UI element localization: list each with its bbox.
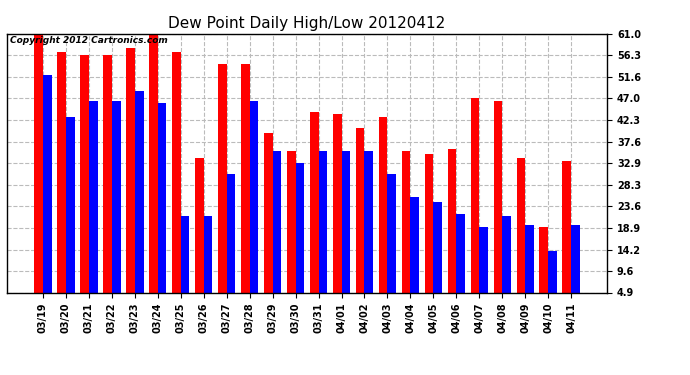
Bar bbox=[57, 52, 66, 315]
Bar bbox=[226, 174, 235, 315]
Bar bbox=[424, 154, 433, 315]
Bar bbox=[43, 75, 52, 315]
Text: Copyright 2012 Cartronics.com: Copyright 2012 Cartronics.com bbox=[10, 36, 168, 45]
Bar bbox=[295, 163, 304, 315]
Bar bbox=[402, 152, 411, 315]
Bar bbox=[448, 149, 456, 315]
Bar bbox=[456, 214, 465, 315]
Bar bbox=[149, 34, 158, 315]
Bar bbox=[80, 56, 89, 315]
Bar bbox=[342, 152, 351, 315]
Bar bbox=[549, 251, 557, 315]
Bar bbox=[480, 228, 488, 315]
Bar bbox=[502, 216, 511, 315]
Bar bbox=[433, 202, 442, 315]
Bar bbox=[310, 112, 319, 315]
Bar bbox=[34, 34, 43, 315]
Bar bbox=[493, 100, 502, 315]
Bar bbox=[241, 64, 250, 315]
Bar bbox=[379, 117, 388, 315]
Bar bbox=[287, 152, 295, 315]
Bar bbox=[89, 100, 97, 315]
Bar bbox=[517, 158, 525, 315]
Bar bbox=[540, 228, 549, 315]
Bar bbox=[66, 117, 75, 315]
Bar bbox=[319, 152, 327, 315]
Bar bbox=[135, 92, 144, 315]
Bar bbox=[388, 174, 396, 315]
Bar bbox=[158, 103, 166, 315]
Bar bbox=[411, 198, 419, 315]
Bar bbox=[204, 216, 213, 315]
Bar bbox=[571, 225, 580, 315]
Bar bbox=[195, 158, 204, 315]
Bar bbox=[112, 100, 121, 315]
Bar bbox=[126, 48, 135, 315]
Bar bbox=[273, 152, 282, 315]
Bar bbox=[172, 52, 181, 315]
Bar bbox=[471, 98, 480, 315]
Bar bbox=[562, 160, 571, 315]
Bar bbox=[250, 100, 258, 315]
Bar bbox=[364, 152, 373, 315]
Bar bbox=[356, 128, 364, 315]
Bar bbox=[264, 133, 273, 315]
Bar bbox=[218, 64, 226, 315]
Title: Dew Point Daily High/Low 20120412: Dew Point Daily High/Low 20120412 bbox=[168, 16, 446, 31]
Bar bbox=[181, 216, 190, 315]
Bar bbox=[103, 56, 112, 315]
Bar bbox=[525, 225, 534, 315]
Bar bbox=[333, 114, 342, 315]
